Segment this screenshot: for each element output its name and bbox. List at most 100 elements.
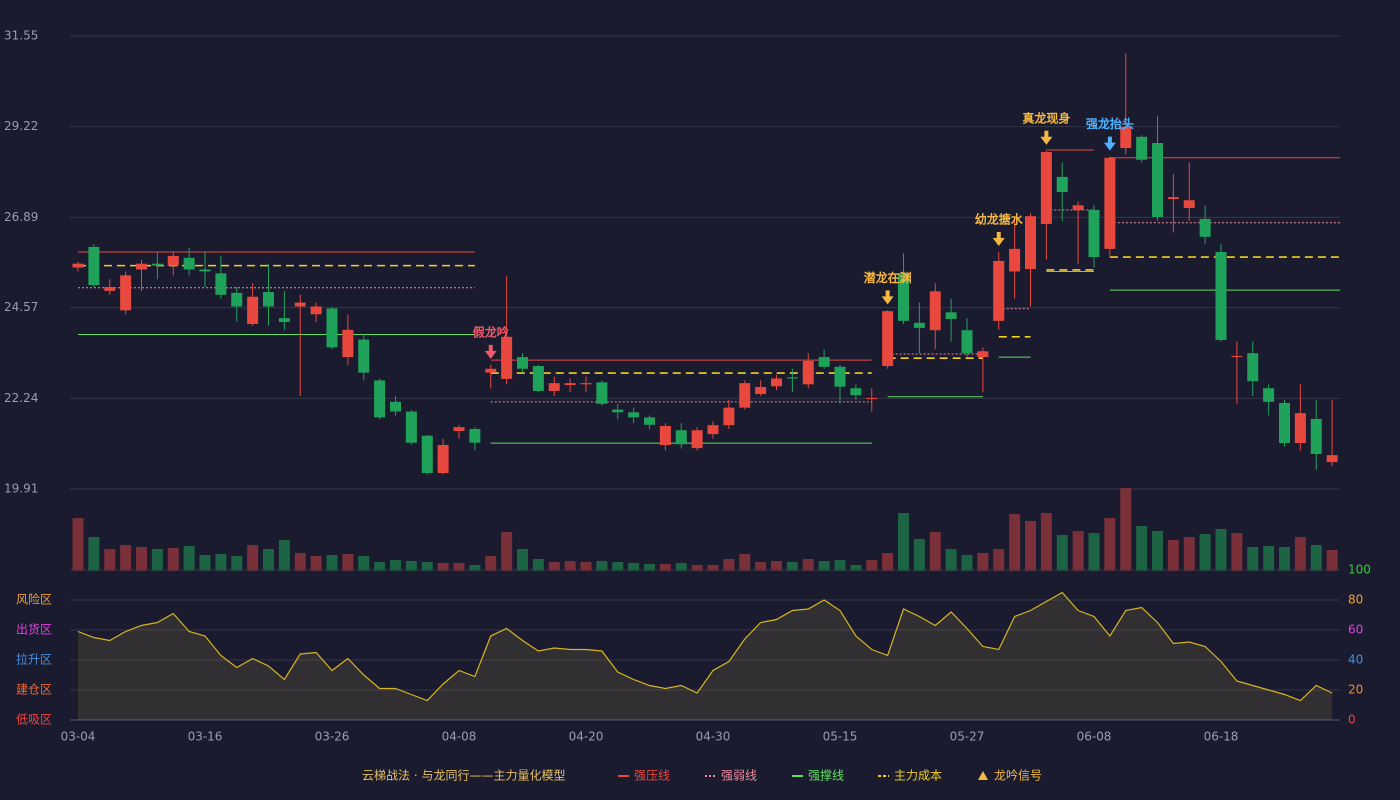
volume-bar — [1294, 537, 1306, 571]
candle-body — [1167, 197, 1179, 200]
volume-bar — [294, 553, 306, 571]
candle-body — [580, 383, 592, 385]
x-tick-label: 05-27 — [950, 730, 985, 744]
volume-bar — [675, 563, 687, 571]
volume-bar — [548, 562, 560, 571]
volume-bar — [755, 562, 767, 571]
legend-label: 强弱线 — [721, 769, 757, 783]
candle-body — [1294, 413, 1306, 444]
volume-bar — [215, 554, 227, 571]
volume-bar — [1072, 531, 1084, 571]
indicator-tick-label: 100 — [1348, 563, 1371, 577]
y-tick-label: 22.24 — [4, 391, 38, 405]
y-tick-label: 24.57 — [4, 300, 38, 314]
volume-bar — [1120, 488, 1132, 571]
indicator-tick-label: 80 — [1348, 593, 1363, 607]
legend-label: 强压线 — [634, 769, 670, 783]
candle-body — [993, 260, 1005, 321]
volume-bar — [88, 537, 100, 571]
candle-body — [1247, 353, 1259, 382]
volume-bar — [136, 547, 147, 571]
volume-bar — [1136, 526, 1148, 571]
volume-bar — [120, 545, 132, 571]
volume-bar — [1263, 546, 1275, 571]
candle-body — [501, 336, 513, 379]
legend-label: 强撑线 — [808, 768, 844, 783]
zone-label: 风险区 — [16, 592, 52, 607]
candle-body — [802, 360, 814, 385]
candle-body — [929, 291, 941, 331]
candle-body — [278, 318, 290, 323]
candle-body — [675, 430, 687, 445]
volume-bar — [517, 549, 528, 571]
candle-body — [310, 306, 322, 315]
volume-bar — [469, 565, 481, 571]
legend-swatch — [978, 771, 988, 780]
volume-bar — [612, 562, 624, 571]
volume-bar — [1310, 545, 1322, 571]
legend-label: 主力成本 — [894, 769, 942, 783]
zone-label: 低吸区 — [16, 713, 52, 727]
signal-arrow — [881, 290, 894, 305]
volume-bar — [310, 556, 322, 571]
signal-arrow — [1040, 130, 1053, 145]
volume-bar — [628, 563, 640, 571]
volume-bar — [913, 539, 925, 571]
x-tick-label: 03-26 — [315, 730, 350, 744]
candle-body — [564, 383, 576, 386]
y-tick-label: 19.91 — [4, 482, 38, 496]
signal-arrow — [484, 344, 497, 359]
x-tick-label: 06-08 — [1077, 730, 1112, 744]
volume-bar — [739, 554, 751, 571]
volume-bar — [151, 549, 163, 571]
candle-body — [453, 427, 465, 432]
volume-bar — [1247, 547, 1259, 571]
candle-body — [1183, 200, 1195, 209]
candle-body — [548, 383, 560, 391]
volume-bar — [977, 553, 989, 571]
volume-bar — [850, 565, 862, 571]
volume-bar — [786, 562, 798, 571]
candle-body — [644, 417, 655, 425]
legend-label: 龙吟信号 — [994, 768, 1042, 783]
candle-body — [691, 430, 703, 449]
volume-bar — [437, 563, 449, 571]
volume-bar — [453, 563, 465, 571]
volume-bar — [72, 518, 84, 571]
candle-body — [151, 263, 163, 266]
candle-body — [294, 302, 306, 307]
candle-body — [358, 339, 370, 373]
candle-body — [1088, 209, 1100, 258]
candle-body — [1072, 205, 1084, 210]
candle-body — [707, 425, 719, 435]
signal-label: 假龙吟 — [473, 324, 509, 339]
signal-label: 强龙抬头 — [1086, 116, 1134, 131]
indicator-tick-label: 20 — [1348, 683, 1363, 697]
candle-body — [882, 311, 894, 367]
volume-bar — [326, 555, 338, 571]
signal-arrow — [1103, 136, 1116, 151]
candle-body — [659, 425, 671, 446]
volume-bar — [961, 555, 973, 571]
volume-bar — [390, 560, 401, 571]
indicator-tick-label: 40 — [1348, 653, 1363, 667]
volume-bar — [929, 532, 941, 571]
candle-body — [1279, 402, 1290, 444]
y-tick-label: 29.22 — [4, 119, 38, 133]
volume-bar — [707, 565, 719, 571]
candle-body — [771, 378, 782, 387]
signal-label: 幼龙搪水 — [975, 211, 1024, 226]
candle-body — [818, 357, 830, 367]
candle-body — [167, 255, 179, 266]
volume-bar — [501, 532, 513, 571]
candle-body — [596, 382, 608, 404]
volume-bar — [278, 540, 290, 571]
candle-body — [437, 445, 449, 474]
candle-body — [1263, 388, 1275, 402]
x-tick-label: 03-16 — [188, 730, 223, 744]
volume-bar — [1231, 533, 1243, 571]
y-tick-label: 31.55 — [4, 29, 38, 43]
